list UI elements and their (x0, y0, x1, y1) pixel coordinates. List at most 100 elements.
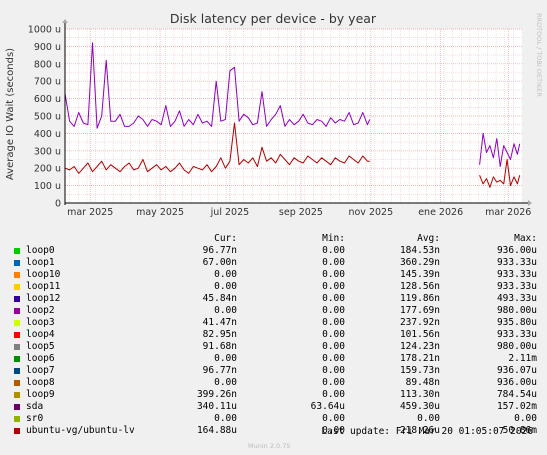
legend-min-value: 0.00 (322, 341, 345, 352)
legend-max-value: 2.11m (508, 353, 537, 364)
legend-device-name: loop3 (26, 317, 55, 328)
legend-max-value: 936.00u (496, 245, 537, 256)
legend-max-value: 935.80u (496, 317, 537, 328)
x-tick-labels: mar 2025 may 2025 jul 2025 sep 2025 nov 2025… (67, 207, 531, 218)
chart-title: Disk latency per device - by year (170, 11, 377, 26)
legend-min-value: 0.00 (322, 281, 345, 292)
y-tick-label: 0 (55, 199, 61, 210)
legend-row: ubuntu-vg/ubuntu-lv 164.88u 0.00 218.26u 50.… (12, 425, 537, 437)
legend-row: loop10 0.00 0.00 145.39n 933.33u (12, 269, 537, 281)
legend-swatch (14, 332, 20, 338)
series-line-loop2 (479, 132, 521, 167)
legend-min-value: 0.00 (322, 377, 345, 388)
y-tick-label: 900 u (34, 42, 61, 53)
legend-swatch (14, 428, 20, 434)
legend-avg-value: 159.73n (399, 365, 440, 376)
header-cur: Cur: (214, 233, 237, 244)
legend-min-value: 63.64u (310, 401, 345, 412)
x-tick-label: may 2025 (136, 207, 184, 218)
legend-swatch (14, 248, 20, 254)
legend-cur-value: 0.00 (214, 413, 237, 424)
legend-max-value: 933.33u (496, 257, 537, 268)
legend-max-value: 933.33u (496, 269, 537, 280)
legend-max-value: 936.00u (496, 377, 537, 388)
legend-avg-value: 89.48n (405, 377, 440, 388)
x-tick-label: mar 2026 (485, 207, 531, 218)
legend-swatch (14, 368, 20, 374)
legend-cur-value: 340.11u (196, 401, 237, 412)
y-tick-label: 500 u (34, 112, 61, 123)
legend-avg-value: 124.23n (399, 341, 440, 352)
x-tick-label: sep 2025 (279, 207, 323, 218)
legend-row: loop0 96.77n 0.00 184.53n 936.00u (12, 245, 537, 257)
legend-min-value: 0.00 (322, 365, 345, 376)
legend-swatch (14, 296, 20, 302)
y-tick-label: 300 u (34, 146, 61, 157)
legend-row: sda 340.11u 63.64u 459.30u 157.02m (12, 401, 537, 413)
legend-swatch (14, 416, 20, 422)
legend-avg-value: 128.56n (399, 281, 440, 292)
last-update: Last update: Fri Mar 20 01:05:07 2026 (321, 426, 533, 437)
legend-device-name: ubuntu-vg/ubuntu-lv (26, 425, 135, 436)
legend-device-name: sda (26, 401, 44, 412)
legend-swatch (14, 320, 20, 326)
legend-device-name: loop4 (26, 329, 55, 340)
legend-max-value: 784.54u (496, 389, 537, 400)
legend-row: sr0 0.00 0.00 0.00 0.00 (12, 413, 537, 425)
header-min: Min: (322, 233, 345, 244)
legend-avg-value: 101.56n (399, 329, 440, 340)
legend-avg-value: 145.39n (399, 269, 440, 280)
legend-cur-value: 0.00 (214, 377, 237, 388)
legend-cur-value: 91.68n (202, 341, 237, 352)
legend-min-value: 0.00 (322, 413, 345, 424)
legend-avg-value: 113.30n (399, 389, 440, 400)
munin-version: Munin 2.0.75 (248, 442, 291, 450)
header-avg: Avg: (417, 233, 440, 244)
legend-cur-value: 82.95n (202, 329, 237, 340)
legend-swatch (14, 356, 20, 362)
legend-swatch (14, 272, 20, 278)
x-tick-label: nov 2025 (348, 207, 393, 218)
legend-table: Cur: Min: Avg: Max: loop0 96.77n 0.00 184.5… (12, 233, 537, 437)
legend-device-name: loop7 (26, 365, 55, 376)
legend-device-name: loop11 (26, 281, 61, 292)
legend-row: loop9 399.26n 0.00 113.30n 784.54u (12, 389, 537, 401)
y-tick-label: 100 u (34, 181, 61, 192)
y-tick-label: 600 u (34, 94, 61, 105)
legend-rows: loop0 96.77n 0.00 184.53n 936.00u loop1 67.00n… (12, 245, 537, 437)
series-line-ubuntu-vg-ubuntu-lv (479, 159, 521, 188)
header-max: Max: (514, 233, 537, 244)
legend-avg-value: 0.00 (417, 413, 440, 424)
legend-device-name: loop5 (26, 341, 55, 352)
legend-max-value: 157.02m (496, 401, 537, 412)
legend-swatch (14, 260, 20, 266)
legend-swatch (14, 392, 20, 398)
legend-swatch (14, 344, 20, 350)
y-axis-label: Average IO Wait (seconds) (5, 48, 16, 180)
legend-row: loop5 91.68n 0.00 124.23n 980.00u (12, 341, 537, 353)
legend-max-value: 980.00u (496, 341, 537, 352)
legend-max-value: 0.00 (514, 413, 537, 424)
legend-avg-value: 177.69n (399, 305, 440, 316)
series-line-ubuntu-vg-ubuntu-lv (64, 122, 370, 174)
legend-row: loop12 45.84n 0.00 119.86n 493.33u (12, 293, 537, 305)
legend-header: Cur: Min: Avg: Max: (12, 233, 537, 245)
legend-avg-value: 178.21n (399, 353, 440, 364)
legend-cur-value: 0.00 (214, 269, 237, 280)
legend-max-value: 933.33u (496, 281, 537, 292)
legend-avg-value: 218.26u (399, 425, 440, 436)
legend-device-name: sr0 (26, 413, 44, 424)
legend-cur-value: 41.47n (202, 317, 237, 328)
rrdtool-credit: RRDTOOL / TOBI OETIKER (535, 13, 543, 97)
legend-row: loop4 82.95n 0.00 101.56n 933.33u (12, 329, 537, 341)
legend-avg-value: 119.86n (399, 293, 440, 304)
legend-cur-value: 67.00n (202, 257, 237, 268)
y-axis-arrow (62, 19, 68, 23)
legend-min-value: 0.00 (322, 293, 345, 304)
x-axis-arrow (528, 200, 532, 206)
legend-device-name: loop6 (26, 353, 55, 364)
x-tick-label: ene 2026 (418, 207, 463, 218)
legend-device-name: loop9 (26, 389, 55, 400)
legend-cur-value: 96.77n (202, 365, 237, 376)
legend-device-name: loop1 (26, 257, 55, 268)
